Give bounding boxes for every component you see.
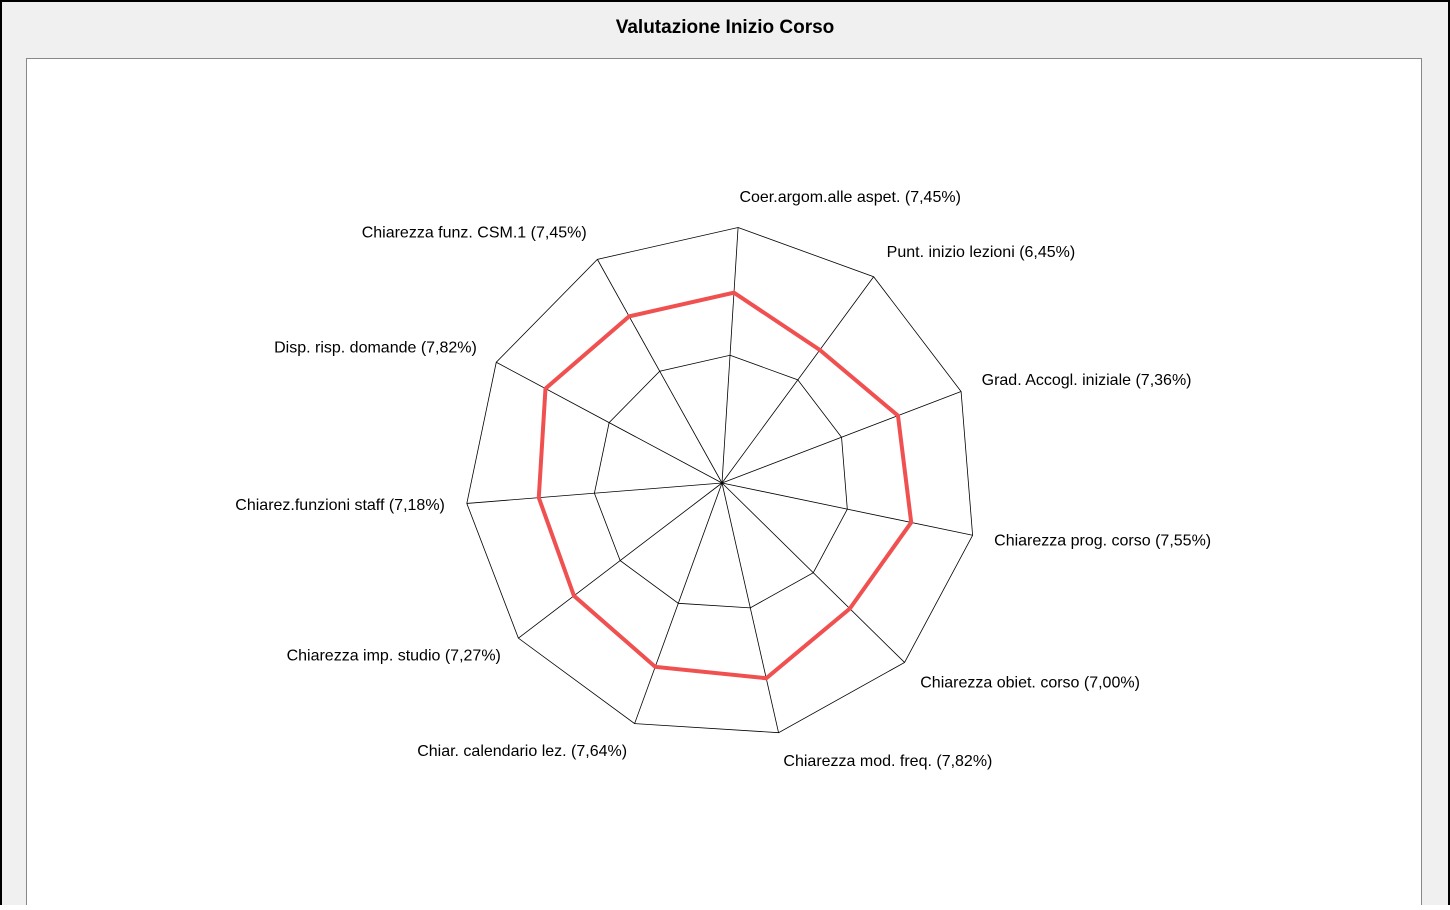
axis-spoke bbox=[721, 391, 962, 484]
axis-label: Chiarez.funzioni staff (7,18%) bbox=[235, 497, 445, 514]
axis-spoke bbox=[721, 482, 973, 536]
axis-spoke bbox=[634, 482, 723, 724]
series-line bbox=[536, 290, 914, 681]
chart-title: Valutazione Inizio Corso bbox=[616, 17, 835, 38]
axis-spoke bbox=[721, 482, 905, 663]
grid-ring bbox=[593, 354, 848, 609]
axis-spoke bbox=[721, 482, 779, 733]
axis-spoke bbox=[597, 259, 723, 484]
axis-spoke bbox=[496, 361, 723, 484]
axis-label: Chiarezza funz. CSM.1 (7,45%) bbox=[362, 224, 587, 241]
axis-label: Grad. Accogl. iniziale (7,36%) bbox=[982, 372, 1192, 389]
plot-panel bbox=[26, 58, 1422, 910]
axis-spoke bbox=[466, 482, 723, 504]
axis-label: Disp. risp. domande (7,82%) bbox=[274, 339, 477, 356]
axis-spoke bbox=[721, 276, 874, 484]
axis-label: Chiarezza obiet. corso (7,00%) bbox=[920, 675, 1140, 692]
axis-spoke bbox=[518, 482, 723, 639]
axis-label: Coer.argom.alle aspet. (7,45%) bbox=[739, 189, 960, 206]
axis-label: Chiarezza imp. studio (7,27%) bbox=[287, 648, 501, 665]
axis-label: Chiarezza prog. corso (7,55%) bbox=[994, 533, 1211, 550]
axis-label: Chiar. calendario lez. (7,64%) bbox=[417, 743, 627, 760]
axis-label: Chiarezza mod. freq. (7,82%) bbox=[783, 753, 992, 770]
grid-ring bbox=[466, 227, 974, 734]
axis-label: Punt. inizio lezioni (6,45%) bbox=[887, 244, 1076, 261]
axis-spoke bbox=[721, 227, 739, 484]
